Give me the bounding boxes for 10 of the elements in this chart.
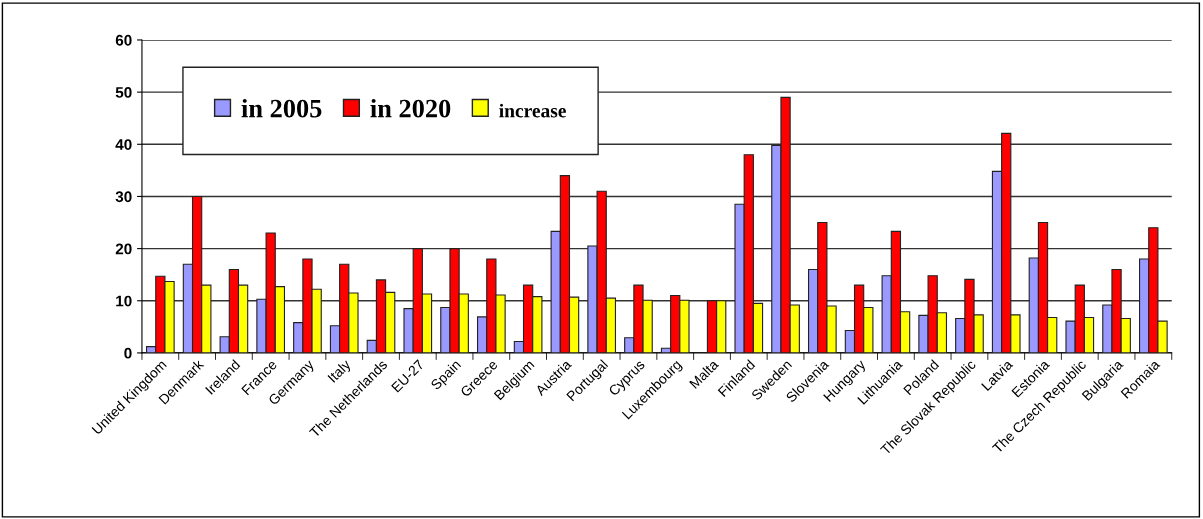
legend-label: in 2005 xyxy=(241,98,322,118)
y-tick-label: 0 xyxy=(124,347,132,359)
y-tick-label: 30 xyxy=(115,191,132,203)
legend-label: increase xyxy=(499,103,566,118)
legend-label: in 2020 xyxy=(370,98,451,118)
y-tick-label: 40 xyxy=(115,139,132,150)
y-tick-label: 50 xyxy=(115,86,132,98)
y-tick-label: 20 xyxy=(115,243,132,255)
y-tick-label: 60 xyxy=(115,34,132,46)
y-tick-label: 10 xyxy=(116,295,132,307)
